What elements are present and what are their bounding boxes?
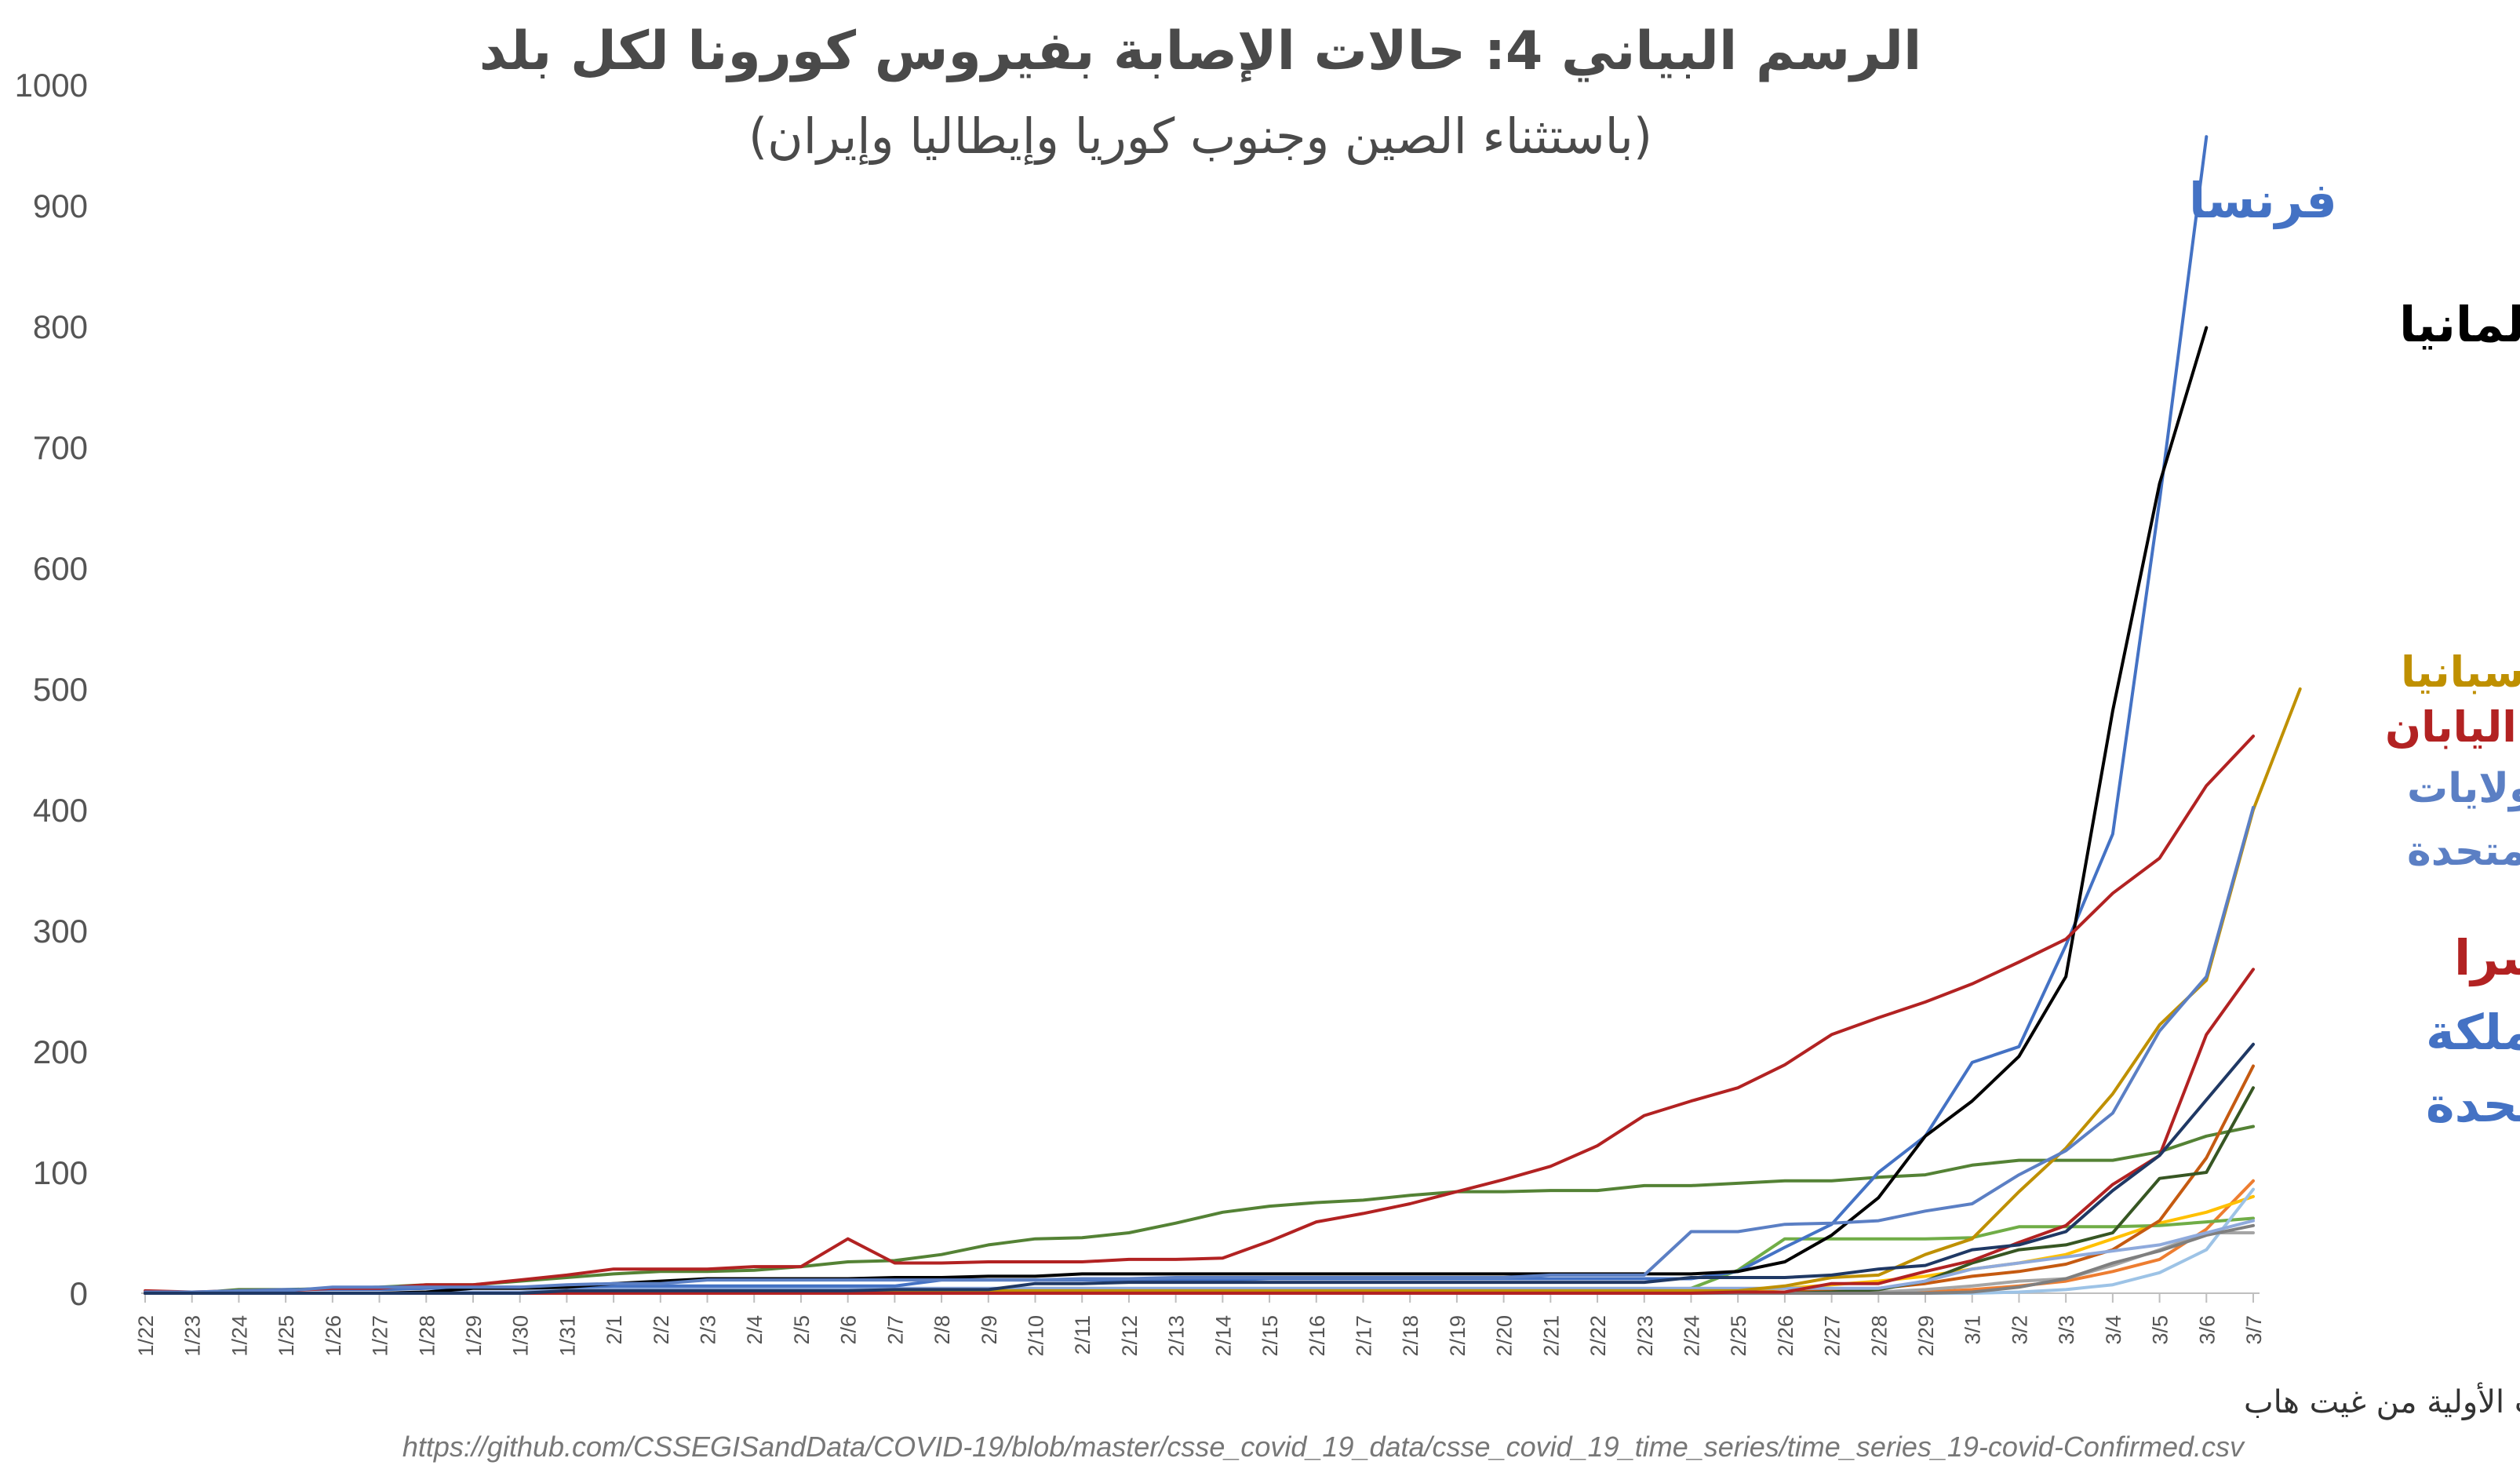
x-tick-label: 2/8 (930, 1315, 954, 1345)
series-line-france (144, 135, 2209, 1295)
series-label-japan: اليابان (2385, 702, 2517, 752)
labeled-series-group (144, 135, 2302, 1295)
x-tick-label: 2/29 (1914, 1315, 1938, 1357)
x-tick-label: 3/4 (2102, 1315, 2125, 1345)
series-label-spain: إسبانيا (2401, 647, 2520, 697)
series-label-france: فرنسا (2189, 172, 2337, 229)
x-tick-label: 2/25 (1727, 1315, 1750, 1357)
chart-subtitle: (باستثناء الصين وجنوب كوريا وإيطاليا وإي… (748, 108, 1652, 166)
series-label-united-kingdom: المملكة المتحدة (2426, 1004, 2520, 1133)
x-tick-label: 2/17 (1352, 1315, 1375, 1357)
y-tick-label: 0 (70, 1275, 88, 1312)
x-tick-label: 2/22 (1586, 1315, 1610, 1357)
series-label-line: الولايات (2407, 765, 2520, 812)
x-tick-label: 2/24 (1680, 1315, 1703, 1357)
x-tick-label: 2/12 (1118, 1315, 1142, 1357)
x-tick-label: 1/30 (509, 1315, 533, 1357)
x-tick-label: 3/6 (2195, 1315, 2219, 1345)
x-tick-label: 3/1 (1961, 1315, 1985, 1345)
series-label-line: المملكة (2426, 1004, 2520, 1061)
x-tick-label: 2/3 (697, 1315, 720, 1345)
series-label-united-states: الولايات المتحدة (2407, 765, 2520, 875)
x-tick-label: 3/7 (2242, 1315, 2266, 1345)
x-tick-label: 2/16 (1306, 1315, 1329, 1357)
x-tick-label: 2/6 (837, 1315, 861, 1345)
x-tick-label: 3/5 (2149, 1315, 2172, 1345)
x-tick-label: 2/13 (1165, 1315, 1189, 1357)
x-tick-label: 2/7 (883, 1315, 907, 1345)
x-tick-label: 2/26 (1774, 1315, 1797, 1357)
x-tick-label: 2/1 (603, 1315, 626, 1345)
x-tick-label: 2/23 (1633, 1315, 1657, 1357)
y-tick-label: 1000 (15, 67, 88, 104)
x-tick-label: 2/2 (650, 1315, 673, 1345)
chart-title: الرسم البياني 4: حالات الإصابة بفيروس كو… (479, 20, 1922, 82)
x-tick-label: 3/2 (2008, 1315, 2031, 1345)
x-tick-label: 2/10 (1025, 1315, 1048, 1357)
y-axis: 0 100 200 300 400 500 600 700 800 900 1000 (15, 67, 88, 1312)
series-label-line: المتحدة (2407, 828, 2520, 875)
x-tick-label: 2/21 (1539, 1315, 1563, 1357)
x-tick-label: 2/19 (1446, 1315, 1469, 1357)
y-tick-label: 100 (33, 1154, 88, 1191)
source-url: https://github.com/CSSEGISandData/COVID-… (402, 1431, 2245, 1463)
y-tick-label: 300 (33, 913, 88, 950)
series-label-switzerland: سويسرا (2454, 929, 2520, 986)
x-tick-label: 1/24 (228, 1315, 251, 1357)
y-tick-label: 600 (33, 550, 88, 587)
y-tick-label: 200 (33, 1033, 88, 1070)
x-tick-label: 2/27 (1821, 1315, 1844, 1357)
x-tick-label: 2/15 (1258, 1315, 1282, 1357)
x-tick-label: 2/9 (978, 1315, 1001, 1345)
y-tick-label: 700 (33, 429, 88, 466)
series-label-germany: ألمانيا (2399, 293, 2520, 353)
series-label-line: المتحدة (2426, 1076, 2520, 1133)
x-tick-label: 2/4 (743, 1315, 767, 1345)
x-tick-label: 2/20 (1493, 1315, 1517, 1357)
x-tick-label: 1/29 (462, 1315, 486, 1357)
x-tick-label: 2/5 (790, 1315, 814, 1345)
series-line-switzerland (144, 968, 2255, 1295)
source-text: المصدر: تحليل توماس بويو من البيانات الأ… (2244, 1382, 2520, 1420)
x-tick-label: 1/23 (181, 1315, 205, 1357)
x-tick-label: 2/11 (1071, 1315, 1094, 1355)
x-tick-label: 3/3 (2055, 1315, 2078, 1345)
series-line-germany (377, 326, 2209, 1295)
y-tick-label: 500 (33, 671, 88, 708)
x-tick-label: 2/18 (1399, 1315, 1422, 1357)
series-line-japan (144, 734, 2255, 1294)
x-tick-label: 1/31 (555, 1315, 579, 1357)
series-line-united-kingdom (144, 1042, 2255, 1295)
x-tick-label: 2/14 (1211, 1315, 1235, 1357)
x-tick-label: 1/26 (322, 1315, 345, 1357)
x-tick-label: 1/28 (415, 1315, 439, 1357)
x-tick-label: 1/22 (134, 1315, 158, 1357)
x-tick-label: 2/28 (1867, 1315, 1891, 1357)
y-tick-label: 400 (33, 792, 88, 829)
series-line-united-states (144, 805, 2255, 1294)
y-tick-label: 800 (33, 308, 88, 345)
y-tick-label: 900 (33, 188, 88, 224)
x-axis: 1/22 1/23 1/24 1/25 1/26 1/27 1/28 1/29 1/30 1/31… (134, 1292, 2266, 1357)
x-tick-label: 1/27 (369, 1315, 392, 1357)
x-tick-label: 1/25 (275, 1315, 298, 1357)
